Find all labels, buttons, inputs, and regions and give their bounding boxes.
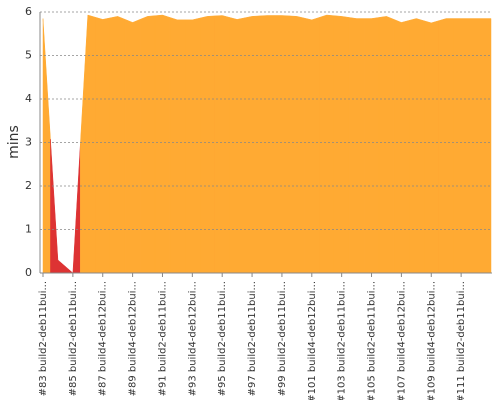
area-segment xyxy=(139,15,156,274)
area-segment xyxy=(274,15,290,274)
y-tick-label: 1 xyxy=(25,223,32,236)
x-tick-label: #97 build2-deb11bui... xyxy=(247,281,258,396)
area-segment xyxy=(184,17,201,274)
x-tick-label: #91 build2-deb11bui... xyxy=(157,281,168,396)
x-tick-label: #93 build4-deb12bui... xyxy=(187,281,198,396)
y-tick-label: 6 xyxy=(25,5,32,18)
area-segment xyxy=(483,18,492,274)
area-segment xyxy=(289,15,305,274)
area-segment xyxy=(65,144,81,274)
area-segment xyxy=(453,18,469,274)
x-tick-label: #103 build2-deb11bui... xyxy=(337,281,348,400)
area-segment xyxy=(333,15,350,274)
y-tick-label: 4 xyxy=(25,92,32,105)
x-tick-label: #101 build4-deb12bui... xyxy=(307,281,318,400)
x-tick-label: #85 build2-deb11bui... xyxy=(68,281,79,396)
area-segment xyxy=(378,16,395,274)
area-segment xyxy=(259,15,275,274)
y-tick-label: 5 xyxy=(25,49,32,62)
area-segment xyxy=(199,15,215,274)
area-segment xyxy=(50,139,66,274)
x-tick-label: #109 build4-deb12bui... xyxy=(426,281,437,400)
area-segment xyxy=(214,15,230,274)
x-tick-label: #107 build4-deb12bui... xyxy=(396,281,407,400)
x-tick-label: #87 build4-deb12bui... xyxy=(98,281,109,396)
area-segment xyxy=(124,19,141,274)
area-segment xyxy=(319,14,335,274)
area-segment xyxy=(109,16,126,274)
area-segment xyxy=(468,18,484,274)
x-tick-label: #105 build2-deb11bui... xyxy=(367,281,378,400)
area-segment xyxy=(438,18,454,274)
y-axis-label: mins xyxy=(6,125,22,159)
x-tick-label: #89 build4-deb12bui... xyxy=(128,281,139,396)
area-segment xyxy=(244,15,260,274)
y-tick-label: 2 xyxy=(25,179,32,192)
area-segment xyxy=(80,14,96,274)
y-tick-label: 0 xyxy=(25,266,32,279)
x-tick-label: #99 build2-deb11bui... xyxy=(277,281,288,396)
area-segment xyxy=(393,19,410,274)
area-segment xyxy=(423,20,439,274)
area-segment xyxy=(42,18,51,274)
area-segment xyxy=(154,14,171,274)
x-tick-label: #95 build2-deb11bui... xyxy=(217,281,228,396)
y-tick-label: 3 xyxy=(25,136,32,149)
x-tick-label: #83 build2-deb11bui... xyxy=(38,281,49,396)
area-segment xyxy=(408,18,425,274)
x-tick-label: #111 build2-deb11bui... xyxy=(456,281,467,400)
